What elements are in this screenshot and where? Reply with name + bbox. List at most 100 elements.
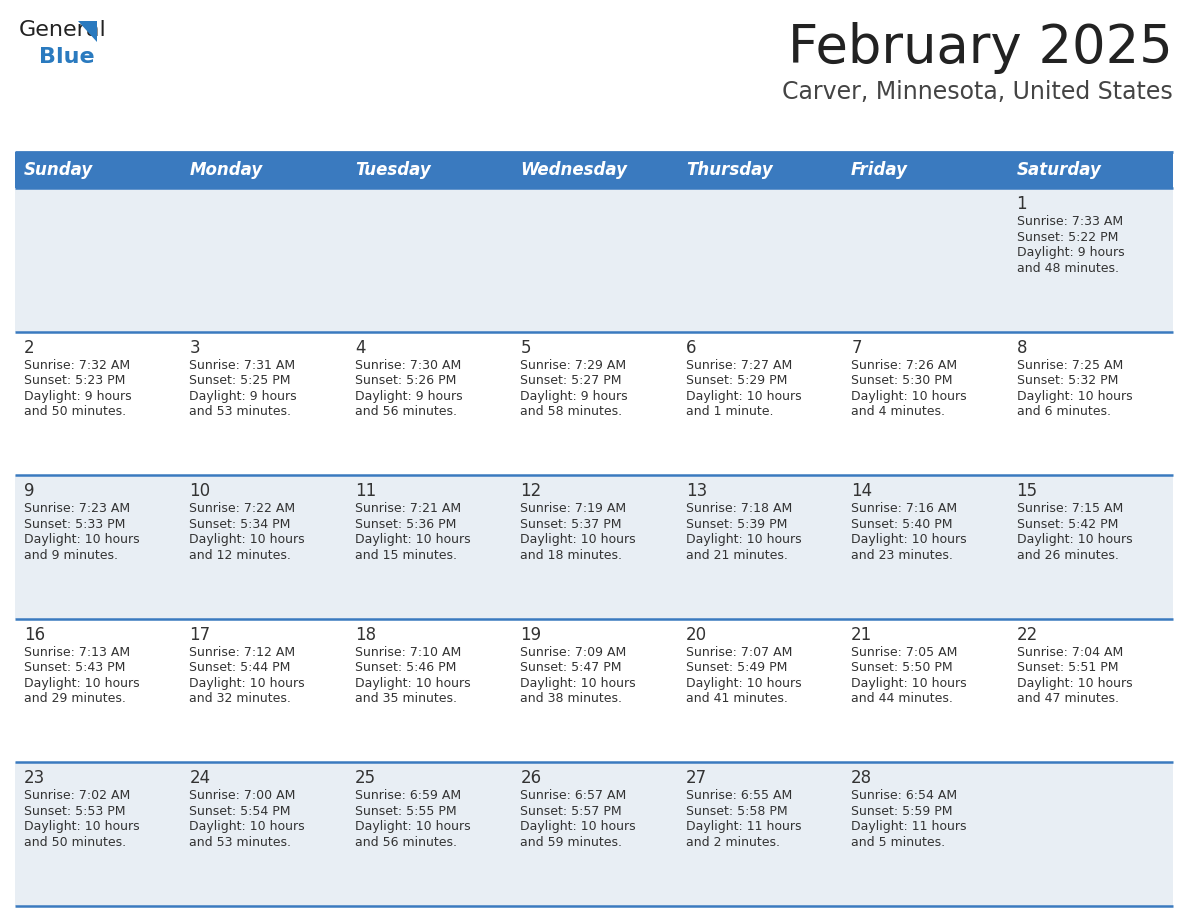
Text: Sunset: 5:54 PM: Sunset: 5:54 PM	[189, 805, 291, 818]
Text: Daylight: 10 hours: Daylight: 10 hours	[189, 821, 305, 834]
Text: Sunrise: 7:13 AM: Sunrise: 7:13 AM	[24, 645, 131, 659]
Text: Sunrise: 7:05 AM: Sunrise: 7:05 AM	[851, 645, 958, 659]
Text: Saturday: Saturday	[1017, 161, 1101, 179]
Text: General: General	[19, 20, 107, 40]
Text: Sunset: 5:32 PM: Sunset: 5:32 PM	[1017, 375, 1118, 387]
Text: Sunset: 5:29 PM: Sunset: 5:29 PM	[685, 375, 788, 387]
Text: Daylight: 9 hours: Daylight: 9 hours	[24, 389, 132, 403]
Text: Sunrise: 7:00 AM: Sunrise: 7:00 AM	[189, 789, 296, 802]
Text: Sunday: Sunday	[24, 161, 93, 179]
Bar	[15, 188, 1173, 331]
Text: Sunset: 5:50 PM: Sunset: 5:50 PM	[851, 661, 953, 675]
Text: Sunset: 5:59 PM: Sunset: 5:59 PM	[851, 805, 953, 818]
Text: Daylight: 10 hours: Daylight: 10 hours	[24, 677, 140, 689]
Text: Sunrise: 7:19 AM: Sunrise: 7:19 AM	[520, 502, 626, 515]
Text: and 56 minutes.: and 56 minutes.	[355, 405, 457, 418]
Text: and 38 minutes.: and 38 minutes.	[520, 692, 623, 705]
Text: 17: 17	[189, 626, 210, 644]
Text: and 23 minutes.: and 23 minutes.	[851, 549, 953, 562]
Text: February 2025: February 2025	[789, 22, 1173, 74]
Text: 15: 15	[1017, 482, 1037, 500]
Text: 10: 10	[189, 482, 210, 500]
Text: Sunset: 5:39 PM: Sunset: 5:39 PM	[685, 518, 788, 531]
Text: and 48 minutes.: and 48 minutes.	[1017, 262, 1119, 274]
Text: and 50 minutes.: and 50 minutes.	[24, 836, 126, 849]
Text: and 1 minute.: and 1 minute.	[685, 405, 773, 418]
Text: and 18 minutes.: and 18 minutes.	[520, 549, 623, 562]
Bar	[346, 152, 511, 188]
Text: Daylight: 10 hours: Daylight: 10 hours	[189, 533, 305, 546]
Text: Daylight: 10 hours: Daylight: 10 hours	[1017, 389, 1132, 403]
Text: Sunrise: 7:12 AM: Sunrise: 7:12 AM	[189, 645, 296, 659]
Text: Sunrise: 6:57 AM: Sunrise: 6:57 AM	[520, 789, 626, 802]
Text: and 44 minutes.: and 44 minutes.	[851, 692, 953, 705]
Bar	[842, 152, 1007, 188]
Text: Daylight: 9 hours: Daylight: 9 hours	[520, 389, 628, 403]
Text: Sunrise: 7:25 AM: Sunrise: 7:25 AM	[1017, 359, 1123, 372]
Text: Sunset: 5:58 PM: Sunset: 5:58 PM	[685, 805, 788, 818]
Text: and 53 minutes.: and 53 minutes.	[189, 836, 291, 849]
Text: 16: 16	[24, 626, 45, 644]
Text: and 50 minutes.: and 50 minutes.	[24, 405, 126, 418]
Text: and 58 minutes.: and 58 minutes.	[520, 405, 623, 418]
Text: Sunset: 5:30 PM: Sunset: 5:30 PM	[851, 375, 953, 387]
Text: Sunset: 5:27 PM: Sunset: 5:27 PM	[520, 375, 621, 387]
Text: 9: 9	[24, 482, 34, 500]
Text: 28: 28	[851, 769, 872, 788]
Text: Sunrise: 7:15 AM: Sunrise: 7:15 AM	[1017, 502, 1123, 515]
Text: Sunrise: 6:54 AM: Sunrise: 6:54 AM	[851, 789, 958, 802]
Bar	[15, 331, 1173, 476]
Text: 7: 7	[851, 339, 861, 356]
Text: Sunrise: 6:59 AM: Sunrise: 6:59 AM	[355, 789, 461, 802]
Text: Daylight: 10 hours: Daylight: 10 hours	[24, 533, 140, 546]
Text: and 6 minutes.: and 6 minutes.	[1017, 405, 1111, 418]
Text: and 59 minutes.: and 59 minutes.	[520, 836, 623, 849]
Text: Sunset: 5:36 PM: Sunset: 5:36 PM	[355, 518, 456, 531]
Text: Sunrise: 7:27 AM: Sunrise: 7:27 AM	[685, 359, 792, 372]
Text: Daylight: 10 hours: Daylight: 10 hours	[520, 533, 636, 546]
Text: Blue: Blue	[39, 47, 95, 67]
Text: Daylight: 9 hours: Daylight: 9 hours	[1017, 246, 1124, 259]
Text: Sunset: 5:25 PM: Sunset: 5:25 PM	[189, 375, 291, 387]
Text: 18: 18	[355, 626, 375, 644]
Text: Sunset: 5:33 PM: Sunset: 5:33 PM	[24, 518, 126, 531]
Text: 24: 24	[189, 769, 210, 788]
Text: and 56 minutes.: and 56 minutes.	[355, 836, 457, 849]
Text: Sunrise: 7:02 AM: Sunrise: 7:02 AM	[24, 789, 131, 802]
Text: Daylight: 10 hours: Daylight: 10 hours	[1017, 533, 1132, 546]
Text: Daylight: 10 hours: Daylight: 10 hours	[685, 677, 802, 689]
Text: and 4 minutes.: and 4 minutes.	[851, 405, 946, 418]
Text: 5: 5	[520, 339, 531, 356]
Text: 19: 19	[520, 626, 542, 644]
Text: and 32 minutes.: and 32 minutes.	[189, 692, 291, 705]
Text: Daylight: 10 hours: Daylight: 10 hours	[851, 389, 967, 403]
Text: Daylight: 9 hours: Daylight: 9 hours	[189, 389, 297, 403]
Text: Sunset: 5:40 PM: Sunset: 5:40 PM	[851, 518, 953, 531]
Text: Sunrise: 7:04 AM: Sunrise: 7:04 AM	[1017, 645, 1123, 659]
Bar	[15, 619, 1173, 763]
Text: Monday: Monday	[189, 161, 263, 179]
Text: Sunset: 5:43 PM: Sunset: 5:43 PM	[24, 661, 126, 675]
Bar	[1007, 152, 1173, 188]
Text: Sunset: 5:47 PM: Sunset: 5:47 PM	[520, 661, 621, 675]
Text: 14: 14	[851, 482, 872, 500]
Bar	[677, 152, 842, 188]
Text: and 29 minutes.: and 29 minutes.	[24, 692, 126, 705]
Text: and 5 minutes.: and 5 minutes.	[851, 836, 946, 849]
Text: Carver, Minnesota, United States: Carver, Minnesota, United States	[782, 80, 1173, 104]
Text: Sunset: 5:42 PM: Sunset: 5:42 PM	[1017, 518, 1118, 531]
Text: Sunrise: 7:23 AM: Sunrise: 7:23 AM	[24, 502, 131, 515]
Text: Sunset: 5:46 PM: Sunset: 5:46 PM	[355, 661, 456, 675]
Text: Sunrise: 7:32 AM: Sunrise: 7:32 AM	[24, 359, 131, 372]
Text: and 9 minutes.: and 9 minutes.	[24, 549, 118, 562]
Text: and 26 minutes.: and 26 minutes.	[1017, 549, 1118, 562]
Text: Daylight: 11 hours: Daylight: 11 hours	[851, 821, 967, 834]
Text: Sunset: 5:26 PM: Sunset: 5:26 PM	[355, 375, 456, 387]
Text: Sunrise: 7:21 AM: Sunrise: 7:21 AM	[355, 502, 461, 515]
Text: 2: 2	[24, 339, 34, 356]
Text: and 15 minutes.: and 15 minutes.	[355, 549, 457, 562]
Text: 11: 11	[355, 482, 377, 500]
Text: Sunset: 5:49 PM: Sunset: 5:49 PM	[685, 661, 788, 675]
Text: Daylight: 10 hours: Daylight: 10 hours	[685, 389, 802, 403]
Text: Daylight: 10 hours: Daylight: 10 hours	[520, 821, 636, 834]
